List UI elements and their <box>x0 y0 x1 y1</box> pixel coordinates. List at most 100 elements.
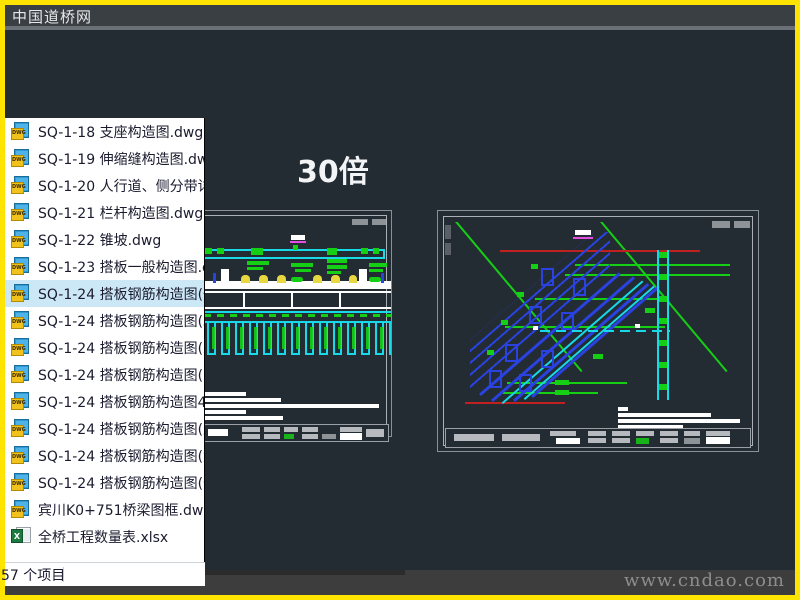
tb-right-c8 <box>612 438 630 443</box>
dwg-file-icon: DWG <box>11 311 31 330</box>
tb-left-green <box>284 434 294 439</box>
dwg-file-icon: DWG <box>11 257 31 276</box>
tb-right-c4 <box>556 438 580 444</box>
file-icon-badge <box>11 529 23 543</box>
chord-node-4 <box>293 245 298 250</box>
dwg-file-icon: DWG <box>11 176 31 195</box>
file-name-label: SQ-1-24 搭板钢筋构造图(七).dwg <box>38 475 205 492</box>
file-icon-badge-label: DWG <box>12 346 26 352</box>
file-name-label: SQ-1-24 搭板钢筋构造图(二).dwg <box>38 313 205 330</box>
stirrup-green-fill <box>195 327 389 349</box>
file-list-item[interactable]: DWG SQ-1-24 搭板钢筋构造图(三).dwg <box>5 334 205 361</box>
dim-bar-d1 <box>369 263 387 267</box>
bridge-elevation-geometry <box>191 235 391 370</box>
file-list-item[interactable]: DWG SQ-1-24 搭板钢筋构造图4.dwg <box>5 388 205 415</box>
file-rows[interactable]: DWG SQ-1-18 支座构造图.dwg DWG SQ-1-19 伸缩缝构造图.dw… <box>5 118 205 550</box>
file-icon-badge-label: DWG <box>12 211 26 217</box>
file-icon-badge-label: X <box>13 532 21 541</box>
dwg-file-icon: DWG <box>11 392 31 411</box>
dim-rail-inner <box>667 250 669 400</box>
dwg-file-icon: DWG <box>11 500 31 519</box>
pier-cap-1 <box>241 275 250 283</box>
file-list-item[interactable]: DWG SQ-1-24 搭板钢筋构造图(五).dwg <box>5 415 205 442</box>
file-list-item[interactable]: DWG SQ-1-21 栏杆构造图.dwg <box>5 199 205 226</box>
file-list-item[interactable]: DWG SQ-1-23 搭板一般构造图.dwg <box>5 253 205 280</box>
chord-node-5 <box>327 248 337 255</box>
file-icon-badge-label: DWG <box>12 373 26 379</box>
file-list-item[interactable]: DWG SQ-1-24 搭板钢筋构造图(六).dwg <box>5 442 205 469</box>
bracket-4 <box>561 312 574 330</box>
tb-right-c14 <box>706 437 730 444</box>
file-name-label: SQ-1-19 伸缩缝构造图.dwg <box>38 151 205 168</box>
vegetation-3 <box>369 277 381 282</box>
dim-bar-a2 <box>247 267 263 270</box>
dim-rail-ticks <box>659 252 667 398</box>
file-list-item[interactable]: DWG SQ-1-24 搭板钢筋构造图(四).dwg <box>5 361 205 388</box>
file-list-item[interactable]: DWG SQ-1-24 搭板钢筋构造图(七).dwg <box>5 469 205 496</box>
file-list-item[interactable]: DWG SQ-1-24 搭板钢筋构造图(一).dwg <box>5 280 205 307</box>
tag-7 <box>645 308 655 313</box>
title-block-right <box>445 428 751 448</box>
bracket-7 <box>489 370 502 388</box>
tb-left-c7 <box>284 427 298 432</box>
file-list-item[interactable]: DWG SQ-1-22 锥坡.dwg <box>5 226 205 253</box>
file-list-item[interactable]: X 全桥工程数量表.xlsx <box>5 523 205 550</box>
file-name-label: SQ-1-24 搭板钢筋构造图(四).dwg <box>38 367 205 384</box>
watermark-top-left: 中国道桥网 <box>12 8 93 26</box>
file-icon-badge <box>11 209 24 221</box>
dim-bar-c1 <box>327 259 347 263</box>
file-icon-badge <box>11 398 24 410</box>
sheet-stamp-left-b <box>372 219 386 225</box>
file-list-item[interactable]: DWG 宾川K0+751桥梁图框.dwg <box>5 496 205 523</box>
deck-col-1 <box>243 291 245 309</box>
center-line-dashed <box>540 330 670 332</box>
tb-right-green <box>636 438 649 444</box>
note-line-3 <box>191 404 379 408</box>
tb-left-c5 <box>264 427 280 432</box>
file-icon-badge-label: DWG <box>12 265 26 271</box>
dim-bar-d2 <box>369 269 383 272</box>
left-sheet-notes <box>191 392 391 422</box>
file-list-panel[interactable]: DWG SQ-1-18 支座构造图.dwg DWG SQ-1-19 伸缩缝构造图.dw… <box>5 118 205 578</box>
cad-canvas[interactable]: 30倍 <box>5 30 795 570</box>
app-frame: 中国道桥网 30倍 <box>5 5 795 595</box>
note-line-4 <box>191 410 246 414</box>
dwg-file-icon: DWG <box>11 473 31 492</box>
tb-right-c10 <box>660 431 678 436</box>
bottom-bar-shade <box>5 570 405 575</box>
abutment-left <box>221 269 229 283</box>
sheet-tab-right <box>445 225 451 239</box>
sheet-stamp-left-a <box>352 219 368 225</box>
tb-left-c12 <box>340 427 362 432</box>
file-list-item[interactable]: DWG SQ-1-20 人行道、侧分带详图.dwg <box>5 172 205 199</box>
bracket-8 <box>519 374 532 392</box>
tag-6 <box>555 390 569 395</box>
file-icon-badge-label: DWG <box>12 454 26 460</box>
bracket-1 <box>541 268 554 286</box>
file-list-item[interactable]: DWG SQ-1-18 支座构造图.dwg <box>5 118 205 145</box>
file-icon-badge <box>11 236 24 248</box>
file-list-item[interactable]: DWG SQ-1-24 搭板钢筋构造图(二).dwg <box>5 307 205 334</box>
pier-cap-2 <box>259 275 268 283</box>
file-name-label: SQ-1-18 支座构造图.dwg <box>38 124 204 141</box>
file-icon-badge-label: DWG <box>12 400 26 406</box>
vegetation-2 <box>291 277 303 282</box>
sheet-stamp-right-a <box>712 221 730 228</box>
tb-right-c11 <box>660 438 678 443</box>
rebar-band-bottom <box>191 321 391 323</box>
file-icon-badge-label: DWG <box>12 508 26 514</box>
tag-2 <box>517 292 524 297</box>
file-icon-badge-label: DWG <box>12 238 26 244</box>
blue-marker-left <box>213 273 216 283</box>
r-note-4 <box>618 425 683 429</box>
top-chord-upper <box>197 249 385 251</box>
file-icon-badge <box>11 290 24 302</box>
tb-right-c9 <box>636 431 654 436</box>
top-chord-right-cap <box>383 249 385 259</box>
tag-8 <box>593 354 603 359</box>
dim-bar-a1 <box>247 261 269 265</box>
dim-rail-outer <box>657 250 659 400</box>
file-name-label: SQ-1-21 栏杆构造图.dwg <box>38 205 204 222</box>
tb-right-c7 <box>612 431 630 436</box>
file-list-item[interactable]: DWG SQ-1-19 伸缩缝构造图.dwg <box>5 145 205 172</box>
